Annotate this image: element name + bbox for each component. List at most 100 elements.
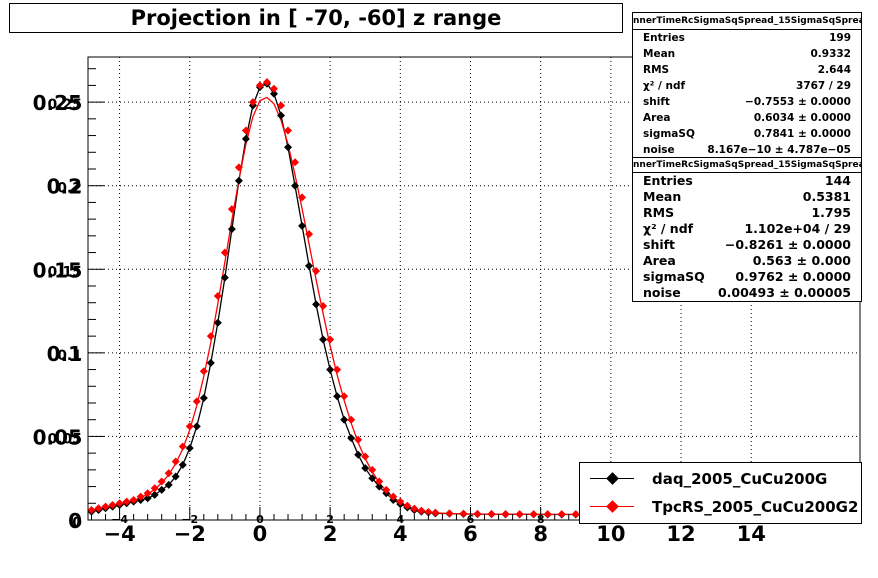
data-point xyxy=(431,508,440,517)
data-point xyxy=(284,126,293,135)
data-point xyxy=(368,474,377,483)
data-point xyxy=(199,393,208,402)
data-point xyxy=(164,480,173,489)
data-point xyxy=(150,484,159,493)
stats-row-shift: shift −0.8261 ± 0.0000 xyxy=(643,237,851,252)
x-tick-label-small: 2 xyxy=(326,513,334,526)
data-point xyxy=(410,504,419,513)
legend-marker-icon xyxy=(584,497,640,517)
data-point xyxy=(234,176,243,185)
data-point xyxy=(269,89,278,98)
data-point xyxy=(326,365,335,374)
x-tick-label: 0 xyxy=(253,522,268,546)
data-point xyxy=(213,292,222,301)
stats-row-entries: Entries 144 xyxy=(643,173,851,188)
data-point xyxy=(382,485,391,494)
data-point xyxy=(312,300,321,309)
stats-row-shift: shift −0.7553 ± 0.0000 xyxy=(643,96,851,108)
data-point xyxy=(143,489,152,498)
data-point xyxy=(319,335,328,344)
y-tick-label-small: 0.05 xyxy=(47,431,82,447)
x-tick-label: 2 xyxy=(323,522,338,546)
stats-row-chi2: χ² / ndf 1.102e+04 / 29 xyxy=(643,221,851,236)
data-point xyxy=(171,472,180,481)
data-point xyxy=(248,98,257,107)
y-tick-label: 0.25 xyxy=(33,91,82,115)
data-point xyxy=(220,248,229,257)
legend-entry-daq: daq_2005_CuCu200G xyxy=(580,465,861,493)
data-point xyxy=(298,221,307,230)
data-point xyxy=(277,101,285,110)
data-point xyxy=(459,509,468,518)
data-point xyxy=(241,134,250,143)
stats-row-entries: Entries 199 xyxy=(643,32,851,44)
data-point xyxy=(255,81,264,90)
data-point xyxy=(557,510,566,519)
data-point xyxy=(396,497,405,506)
data-point xyxy=(319,302,328,311)
stats-box-daq: nnerTimeRcSigmaSqSpread_15SigmaSqSpread … xyxy=(632,12,862,159)
data-point xyxy=(206,358,215,367)
y-tick-label-small: 0 xyxy=(72,515,82,531)
data-point xyxy=(354,435,363,444)
data-point xyxy=(164,469,173,478)
data-point xyxy=(326,335,335,344)
data-point xyxy=(403,501,412,510)
y-tick-label: 0.2 xyxy=(47,175,82,199)
legend-label: TpcRS_2005_CuCu200G2 xyxy=(652,498,859,516)
data-point xyxy=(277,111,285,120)
x-tick-label: 4 xyxy=(393,522,408,546)
data-point xyxy=(185,444,194,453)
stats-row-sigmasq: sigmaSQ 0.7841 ± 0.0000 xyxy=(643,128,851,140)
data-point xyxy=(368,465,377,474)
data-point xyxy=(340,392,349,401)
data-point xyxy=(361,452,370,461)
x-tick-label: 12 xyxy=(666,522,695,546)
x-tick-label: 10 xyxy=(596,522,625,546)
data-point xyxy=(269,84,278,93)
data-point xyxy=(529,510,538,519)
data-point xyxy=(178,442,187,451)
y-tick-label: 0.1 xyxy=(47,342,82,366)
data-point xyxy=(199,367,208,376)
stats-row-chi2: χ² / ndf 3767 / 29 xyxy=(643,80,851,92)
data-point xyxy=(262,78,271,87)
x-tick-label-small: 6 xyxy=(467,513,475,526)
x-tick-label: 6 xyxy=(463,522,478,546)
data-point xyxy=(171,457,180,466)
stats-row-area: Area 0.6034 ± 0.0000 xyxy=(643,112,851,124)
data-point xyxy=(424,507,433,516)
data-point xyxy=(234,163,243,172)
data-point xyxy=(122,497,131,506)
y-tick-label-small: 0.25 xyxy=(47,97,82,113)
legend-label: daq_2005_CuCu200G xyxy=(652,470,828,488)
legend-entry-tpcrs: TpcRS_2005_CuCu200G2 xyxy=(580,493,861,521)
stats-row-sigmasq: sigmaSQ 0.9762 ± 0.0000 xyxy=(643,269,851,284)
data-point xyxy=(108,500,117,509)
data-point xyxy=(241,126,250,135)
data-point xyxy=(487,509,496,518)
legend: daq_2005_CuCu200G TpcRS_2005_CuCu200G2 xyxy=(579,462,862,524)
plot-title: Projection in [ -70, -60] z range xyxy=(9,3,623,33)
y-tick-label: 0.15 xyxy=(33,258,82,282)
x-tick-label: 8 xyxy=(533,522,548,546)
stats-row-mean: Mean 0.9332 xyxy=(643,48,851,60)
x-tick-label-small: −4 xyxy=(111,513,128,526)
data-point xyxy=(220,273,229,282)
stats-row-rms: RMS 1.795 xyxy=(643,205,851,220)
stats-row-mean: Mean 0.5381 xyxy=(643,189,851,204)
data-point xyxy=(94,504,103,513)
x-tick-label-small: 4 xyxy=(396,513,404,526)
data-point xyxy=(417,506,426,515)
data-point xyxy=(543,510,552,519)
data-point xyxy=(291,181,300,190)
data-point xyxy=(361,464,370,473)
data-point xyxy=(305,261,314,270)
data-point xyxy=(501,509,510,518)
grid-lines xyxy=(88,57,860,520)
data-point xyxy=(192,397,201,406)
data-point xyxy=(347,434,356,443)
data-point xyxy=(192,422,201,431)
data-point xyxy=(115,499,124,508)
y-tick-label: 0 xyxy=(68,509,82,533)
